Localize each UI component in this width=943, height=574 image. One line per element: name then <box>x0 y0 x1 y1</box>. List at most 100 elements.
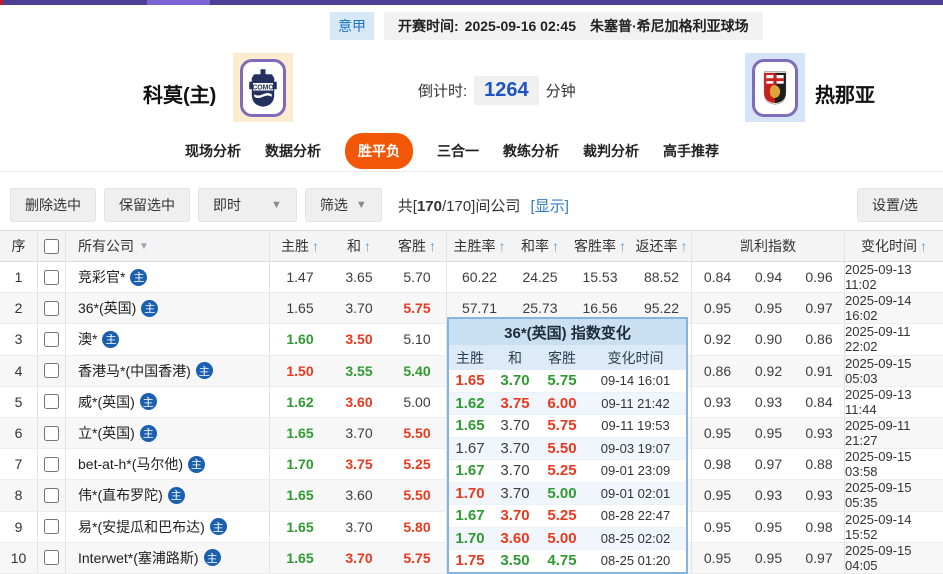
col-header-company[interactable]: 所有公司 ▼ <box>66 231 270 261</box>
row-checkbox[interactable] <box>44 550 59 566</box>
col-header-draw-rate[interactable]: 和率 ↑ <box>512 231 568 261</box>
tab-item-0[interactable]: 现场分析 <box>185 142 241 159</box>
sort-up-icon: ↑ <box>312 238 319 254</box>
col-header-return-rate[interactable]: 返还率 ↑ <box>632 231 692 261</box>
tab-item-3[interactable]: 三合一 <box>437 142 479 159</box>
delete-selected-button[interactable]: 删除选中 <box>10 188 96 222</box>
tab-item-4[interactable]: 教练分析 <box>503 142 559 159</box>
popup-body: 1.65 3.70 5.75 09-14 16:01 1.62 3.75 6.00 09-11… <box>449 370 686 572</box>
keep-selected-button[interactable]: 保留选中 <box>104 188 190 222</box>
draw-odds-history: 3.70 <box>500 439 530 457</box>
away-odds-cell[interactable]: 5.00 <box>388 386 447 417</box>
home-odds-cell[interactable]: 1.65 <box>286 518 314 535</box>
away-odds-cell[interactable]: 5.75 <box>388 293 447 324</box>
away-odds-cell[interactable]: 5.25 <box>388 449 447 480</box>
select-all-checkbox[interactable] <box>44 238 59 254</box>
draw-odds-cell[interactable]: 3.70 <box>345 518 373 535</box>
company-count-text: 共[170/170]间公司 [显示] <box>398 195 569 216</box>
tab-item-5[interactable]: 裁判分析 <box>583 142 639 159</box>
away-odds-cell[interactable]: 5.40 <box>388 355 447 386</box>
col-header-change-time[interactable]: 变化时间 ↑ <box>845 231 943 261</box>
home-odds-cell[interactable]: 1.65 <box>286 300 314 317</box>
row-checkbox[interactable] <box>44 519 59 535</box>
home-odds-cell[interactable]: 1.50 <box>286 362 314 379</box>
company-cell[interactable]: 易*(安提瓜和巴布达) 主 <box>66 511 270 542</box>
match-info-bar: 意甲 开赛时间: 2025-09-16 02:45 朱塞普·希尼加格利亚球场 <box>330 12 763 40</box>
sort-up-icon: ↑ <box>920 238 927 254</box>
kelly-cell: 0.98 <box>703 456 732 473</box>
company-name: Interwet*(塞浦路斯) <box>78 549 199 566</box>
kelly-cell: 0.95 <box>754 518 783 535</box>
col-header-draw-odds[interactable]: 和 ↑ <box>330 231 388 261</box>
away-odds-cell[interactable]: 5.70 <box>388 262 447 293</box>
row-checkbox[interactable] <box>44 363 59 379</box>
row-checkbox[interactable] <box>44 300 59 316</box>
away-odds-cell[interactable]: 5.75 <box>388 542 447 573</box>
col-header-home-rate[interactable]: 主胜率 ↑ <box>447 231 512 261</box>
company-cell[interactable]: 威*(英国) 主 <box>66 386 270 417</box>
company-cell[interactable]: 竞彩官* 主 <box>66 262 270 293</box>
home-odds-cell[interactable]: 1.62 <box>286 393 314 410</box>
row-checkbox[interactable] <box>44 456 59 472</box>
company-cell[interactable]: 伟*(直布罗陀) 主 <box>66 480 270 511</box>
tab-item-1[interactable]: 数据分析 <box>265 142 321 159</box>
show-link[interactable]: [显示] <box>530 197 569 215</box>
change-time-cell: 2025-09-14 16:02 <box>845 293 912 324</box>
top-progress-strip <box>0 0 943 5</box>
row-checkbox[interactable] <box>44 331 59 347</box>
draw-odds-cell[interactable]: 3.65 <box>345 269 373 286</box>
table-toolbar: 删除选中 保留选中 即时 ▼ 筛选 ▼ 共[170/170]间公司 [显示] <box>10 188 569 222</box>
row-checkbox[interactable] <box>44 487 59 503</box>
rate-cell: 16.56 <box>582 300 618 317</box>
away-odds-history: 4.75 <box>547 552 577 570</box>
company-cell[interactable]: bet-at-h*(马尔他) 主 <box>66 449 270 480</box>
company-header-label: 所有公司 <box>78 238 134 254</box>
kelly-cell: 0.97 <box>794 293 845 324</box>
company-cell[interactable]: Interwet*(塞浦路斯) 主 <box>66 542 270 573</box>
company-cell[interactable]: 立*(英国) 主 <box>66 417 270 449</box>
row-checkbox[interactable] <box>44 425 59 441</box>
rate-cell: 60.22 <box>461 269 498 286</box>
draw-odds-cell[interactable]: 3.55 <box>345 362 373 379</box>
countdown-value: 1264 <box>474 76 539 105</box>
seq-cell: 4 <box>0 355 38 386</box>
row-checkbox[interactable] <box>44 269 59 285</box>
away-odds-cell[interactable]: 5.50 <box>388 480 447 511</box>
home-odds-cell[interactable]: 1.60 <box>286 331 314 348</box>
tab-item-2[interactable]: 胜平负 <box>345 132 413 169</box>
rate-cell: 88.52 <box>632 262 692 293</box>
row-checkbox[interactable] <box>44 394 59 410</box>
settings-button[interactable]: 设置/选 <box>857 188 943 222</box>
draw-odds-cell[interactable]: 3.75 <box>345 456 373 473</box>
home-odds-cell[interactable]: 1.65 <box>286 487 314 504</box>
draw-odds-cell[interactable]: 3.60 <box>345 393 373 410</box>
away-odds-history: 6.00 <box>547 394 577 412</box>
home-odds-cell[interactable]: 1.65 <box>286 549 314 566</box>
popup-time-cell: 08-28 22:47 <box>600 508 671 524</box>
col-header-away-odds[interactable]: 客胜 ↑ <box>388 231 447 261</box>
draw-odds-cell[interactable]: 3.70 <box>345 549 373 566</box>
home-odds-cell[interactable]: 1.70 <box>286 456 314 473</box>
away-odds-cell[interactable]: 5.80 <box>388 511 447 542</box>
tab-item-6[interactable]: 高手推荐 <box>663 142 719 159</box>
col-header-away-rate[interactable]: 客胜率 ↑ <box>568 231 632 261</box>
draw-odds-cell[interactable]: 3.70 <box>345 425 373 442</box>
odds-mode-dropdown[interactable]: 即时 ▼ <box>198 188 297 222</box>
popup-time-cell: 09-14 16:01 <box>600 373 671 389</box>
col-header-home-odds[interactable]: 主胜 ↑ <box>270 231 330 261</box>
draw-odds-cell[interactable]: 3.60 <box>345 487 373 504</box>
home-odds-cell[interactable]: 1.65 <box>286 425 314 442</box>
away-odds-cell[interactable]: 5.10 <box>388 324 447 355</box>
draw-odds-cell[interactable]: 3.70 <box>345 300 373 317</box>
rate-cell <box>632 417 692 449</box>
company-cell[interactable]: 36*(英国) 主 <box>66 293 270 324</box>
filter-dropdown[interactable]: 筛选 ▼ <box>304 188 382 222</box>
draw-odds-cell[interactable]: 3.50 <box>345 331 373 348</box>
league-badge[interactable]: 意甲 <box>330 12 374 40</box>
company-cell[interactable]: 澳* 主 <box>66 324 270 355</box>
company-cell[interactable]: 香港马*(中国香港) 主 <box>66 355 270 386</box>
kelly-cell: 0.93 <box>754 487 783 504</box>
home-odds-cell[interactable]: 1.47 <box>286 269 314 286</box>
kelly-cell: 0.93 <box>794 417 845 449</box>
away-odds-cell[interactable]: 5.50 <box>388 417 447 449</box>
